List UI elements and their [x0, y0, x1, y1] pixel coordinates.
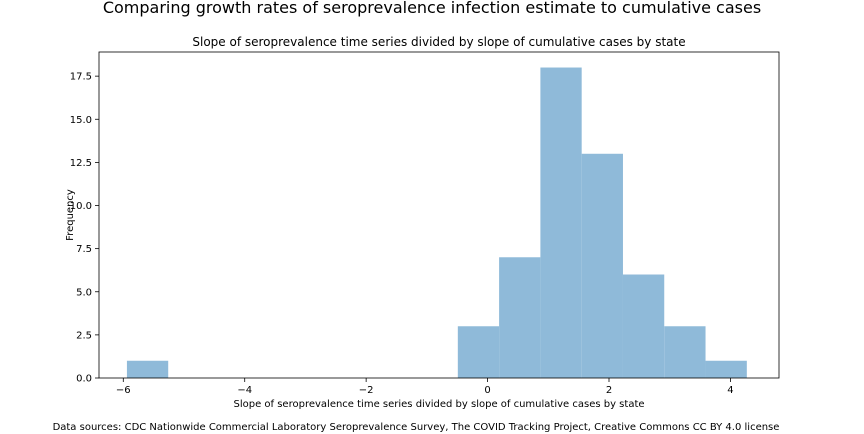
x-tick-label: −6	[116, 385, 131, 396]
histogram-bar	[126, 360, 169, 378]
y-ticks-group: 0.0 2.5 5.0 7.5 10.0 12.5 15.0 17.5	[70, 72, 99, 385]
axes-frame	[98, 51, 780, 379]
y-tick-label: 10.0	[70, 201, 92, 212]
y-tick-label: 7.5	[76, 244, 92, 255]
figure-title: Comparing growth rates of seroprevalence…	[102, 0, 762, 17]
histogram-bar	[705, 360, 747, 378]
x-ticks-group: −6 −4 −2 0 2 4	[116, 378, 734, 396]
y-axis-label: Frequency	[65, 189, 76, 241]
bars-group	[126, 67, 747, 379]
histogram-bar	[664, 326, 706, 378]
histogram-bar	[499, 257, 541, 378]
histogram-bar	[581, 153, 623, 378]
y-tick-label: 17.5	[70, 72, 92, 83]
x-axis-label: Slope of seroprevalence time series divi…	[233, 399, 644, 410]
histogram-bar	[457, 326, 500, 378]
y-tick-label: 12.5	[70, 158, 92, 169]
y-tick-label: 2.5	[76, 330, 92, 341]
y-tick-label: 15.0	[70, 115, 92, 126]
histogram-bar	[622, 274, 665, 378]
x-tick-label: 0	[484, 385, 490, 396]
histogram-bar	[540, 67, 582, 379]
y-tick-label: 0.0	[76, 374, 92, 385]
x-tick-label: −2	[359, 385, 374, 396]
x-tick-label: 4	[727, 385, 733, 396]
data-source-note: Data sources: CDC Nationwide Commercial …	[52, 422, 780, 433]
y-tick-label: 5.0	[76, 287, 92, 298]
axes-title: Slope of seroprevalence time series divi…	[192, 35, 686, 49]
x-tick-label: 2	[606, 385, 612, 396]
x-tick-label: −4	[237, 385, 252, 396]
